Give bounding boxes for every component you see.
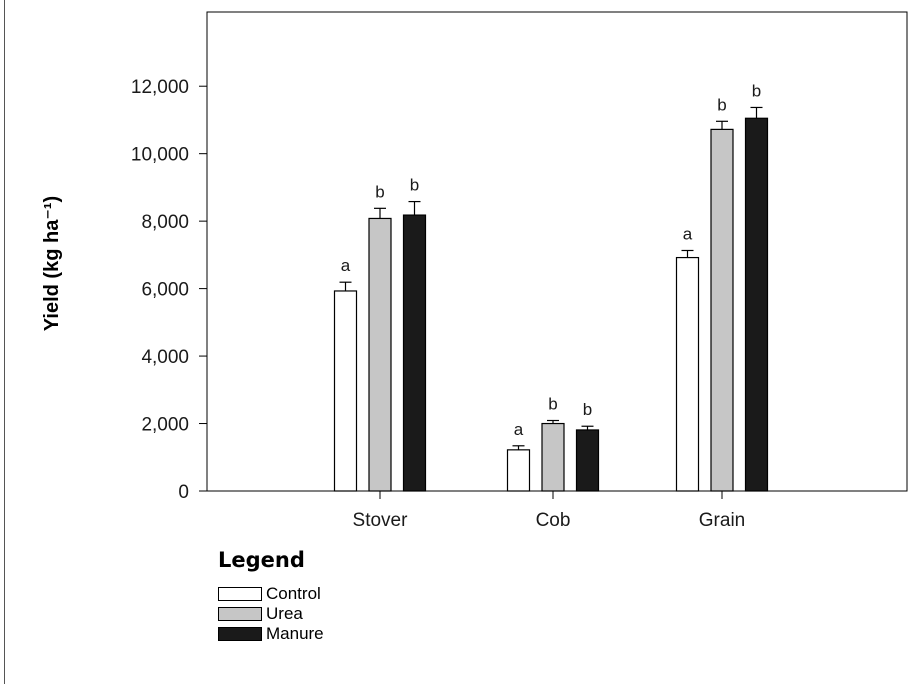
legend-items: Control Urea Manure bbox=[218, 584, 324, 644]
legend-label: Manure bbox=[266, 624, 324, 643]
legend-item: Control bbox=[218, 584, 324, 604]
bar bbox=[675, 256, 700, 492]
significance-label: b bbox=[410, 176, 419, 195]
bar bbox=[368, 217, 392, 492]
figure-border bbox=[4, 0, 5, 684]
plot-frame bbox=[206, 11, 908, 492]
y-tick-label: 0 bbox=[178, 482, 189, 503]
y-tick-label: 2,000 bbox=[141, 415, 189, 436]
bar bbox=[333, 290, 358, 492]
y-tick-label: 12,000 bbox=[131, 77, 189, 98]
x-tick-label: Stover bbox=[353, 510, 409, 531]
y-axis-label: Yield (kg ha⁻¹) bbox=[41, 196, 63, 331]
bar bbox=[575, 429, 600, 492]
legend-swatch bbox=[218, 607, 262, 621]
bar bbox=[710, 128, 734, 492]
legend: Legend Control Urea Manure bbox=[218, 548, 324, 644]
legend-title: Legend bbox=[218, 548, 305, 572]
bar bbox=[506, 449, 531, 492]
bar bbox=[744, 117, 769, 492]
significance-label: b bbox=[375, 182, 384, 201]
x-tick-label: Grain bbox=[699, 510, 745, 531]
legend-label: Control bbox=[266, 584, 321, 603]
y-tick-label: 4,000 bbox=[141, 347, 189, 368]
x-tick-label: Cob bbox=[536, 510, 571, 531]
y-tick-label: 6,000 bbox=[141, 280, 189, 301]
bar bbox=[541, 422, 565, 492]
significance-label: b bbox=[583, 400, 592, 419]
y-tick-label: 8,000 bbox=[141, 212, 189, 233]
legend-item: Manure bbox=[218, 624, 324, 644]
legend-item: Urea bbox=[218, 604, 324, 624]
legend-swatch bbox=[218, 587, 262, 601]
significance-label: b bbox=[752, 81, 761, 100]
bar bbox=[402, 214, 427, 492]
significance-label: b bbox=[717, 95, 726, 114]
significance-label: a bbox=[341, 256, 351, 275]
significance-label: a bbox=[683, 224, 693, 243]
legend-label: Urea bbox=[266, 604, 303, 623]
legend-swatch bbox=[218, 627, 262, 641]
significance-label: a bbox=[514, 420, 524, 439]
y-tick-label: 10,000 bbox=[131, 145, 189, 166]
significance-label: b bbox=[548, 394, 557, 413]
